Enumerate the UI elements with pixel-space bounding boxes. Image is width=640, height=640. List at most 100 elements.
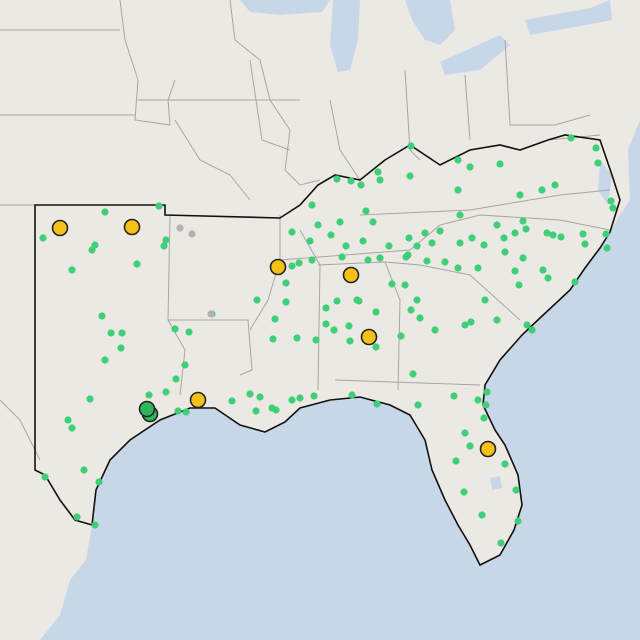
site-marker[interactable] (456, 211, 464, 219)
site-marker[interactable] (414, 401, 422, 409)
site-marker[interactable] (514, 517, 522, 525)
site-marker[interactable] (342, 242, 350, 250)
site-marker[interactable] (441, 258, 449, 266)
site-marker[interactable] (501, 248, 509, 256)
site-marker[interactable] (413, 242, 421, 250)
site-marker[interactable] (409, 370, 417, 378)
site-marker[interactable] (397, 332, 405, 340)
site-marker[interactable] (162, 388, 170, 396)
site-marker[interactable] (314, 221, 322, 229)
site-marker[interactable] (376, 254, 384, 262)
site-marker[interactable] (338, 253, 346, 261)
site-marker[interactable] (592, 144, 600, 152)
site-marker[interactable] (461, 321, 469, 329)
site-marker[interactable] (421, 229, 429, 237)
site-marker[interactable] (271, 315, 279, 323)
site-marker[interactable] (327, 231, 335, 239)
site-marker[interactable] (288, 228, 296, 236)
site-marker[interactable] (407, 142, 415, 150)
site-marker[interactable] (310, 392, 318, 400)
site-marker[interactable] (160, 242, 168, 250)
large-site-marker-green[interactable] (138, 400, 156, 418)
site-marker[interactable] (519, 254, 527, 262)
site-marker[interactable] (269, 335, 277, 343)
large-site-marker-yellow[interactable] (51, 219, 69, 237)
site-marker[interactable] (362, 207, 370, 215)
site-marker[interactable] (512, 486, 520, 494)
site-marker[interactable] (515, 281, 523, 289)
site-marker[interactable] (296, 394, 304, 402)
site-marker[interactable] (407, 306, 415, 314)
site-marker[interactable] (544, 274, 552, 282)
site-marker[interactable] (293, 334, 301, 342)
site-marker[interactable] (456, 239, 464, 247)
site-marker[interactable] (41, 473, 49, 481)
site-marker[interactable] (288, 262, 296, 270)
site-marker[interactable] (145, 391, 153, 399)
site-marker[interactable] (253, 296, 261, 304)
site-marker[interactable] (413, 296, 421, 304)
site-marker[interactable] (579, 230, 587, 238)
site-marker[interactable] (481, 296, 489, 304)
site-marker[interactable] (155, 202, 163, 210)
site-marker[interactable] (181, 361, 189, 369)
site-marker[interactable] (73, 513, 81, 521)
site-marker[interactable] (428, 239, 436, 247)
site-marker[interactable] (493, 316, 501, 324)
site-marker[interactable] (519, 217, 527, 225)
site-marker[interactable] (373, 400, 381, 408)
site-marker[interactable] (91, 521, 99, 529)
site-marker[interactable] (567, 134, 575, 142)
large-site-marker-yellow[interactable] (360, 328, 378, 346)
site-marker[interactable] (511, 229, 519, 237)
site-marker[interactable] (346, 337, 354, 345)
site-marker[interactable] (39, 234, 47, 242)
site-marker[interactable] (539, 266, 547, 274)
large-site-marker-yellow[interactable] (479, 440, 497, 458)
site-marker-inactive[interactable] (176, 224, 184, 232)
site-marker[interactable] (483, 388, 491, 396)
site-marker[interactable] (107, 329, 115, 337)
site-marker[interactable] (228, 397, 236, 405)
site-marker[interactable] (557, 233, 565, 241)
site-marker[interactable] (355, 297, 363, 305)
site-marker[interactable] (333, 297, 341, 305)
site-marker[interactable] (480, 241, 488, 249)
site-marker[interactable] (308, 256, 316, 264)
site-marker[interactable] (88, 246, 96, 254)
site-marker[interactable] (182, 408, 190, 416)
site-marker[interactable] (333, 175, 341, 183)
site-marker[interactable] (523, 321, 531, 329)
site-marker[interactable] (436, 227, 444, 235)
site-marker[interactable] (68, 424, 76, 432)
site-marker[interactable] (282, 279, 290, 287)
site-marker[interactable] (405, 234, 413, 242)
site-marker[interactable] (374, 168, 382, 176)
site-marker[interactable] (528, 326, 536, 334)
site-marker[interactable] (401, 281, 409, 289)
site-marker[interactable] (549, 231, 557, 239)
site-marker-inactive[interactable] (188, 230, 196, 238)
site-marker[interactable] (95, 478, 103, 486)
site-marker[interactable] (101, 356, 109, 364)
site-marker[interactable] (450, 392, 458, 400)
site-marker[interactable] (466, 442, 474, 450)
site-marker[interactable] (369, 218, 377, 226)
site-marker[interactable] (336, 218, 344, 226)
site-marker[interactable] (423, 257, 431, 265)
site-marker[interactable] (603, 244, 611, 252)
site-marker[interactable] (185, 328, 193, 336)
large-site-marker-yellow[interactable] (189, 391, 207, 409)
site-marker[interactable] (431, 326, 439, 334)
site-marker[interactable] (372, 308, 380, 316)
site-marker[interactable] (474, 396, 482, 404)
site-marker[interactable] (98, 312, 106, 320)
site-marker[interactable] (388, 280, 396, 288)
site-marker[interactable] (416, 314, 424, 322)
site-marker[interactable] (538, 186, 546, 194)
site-marker[interactable] (376, 176, 384, 184)
site-marker[interactable] (467, 318, 475, 326)
site-marker[interactable] (322, 320, 330, 328)
site-marker[interactable] (522, 225, 530, 233)
site-marker[interactable] (308, 201, 316, 209)
